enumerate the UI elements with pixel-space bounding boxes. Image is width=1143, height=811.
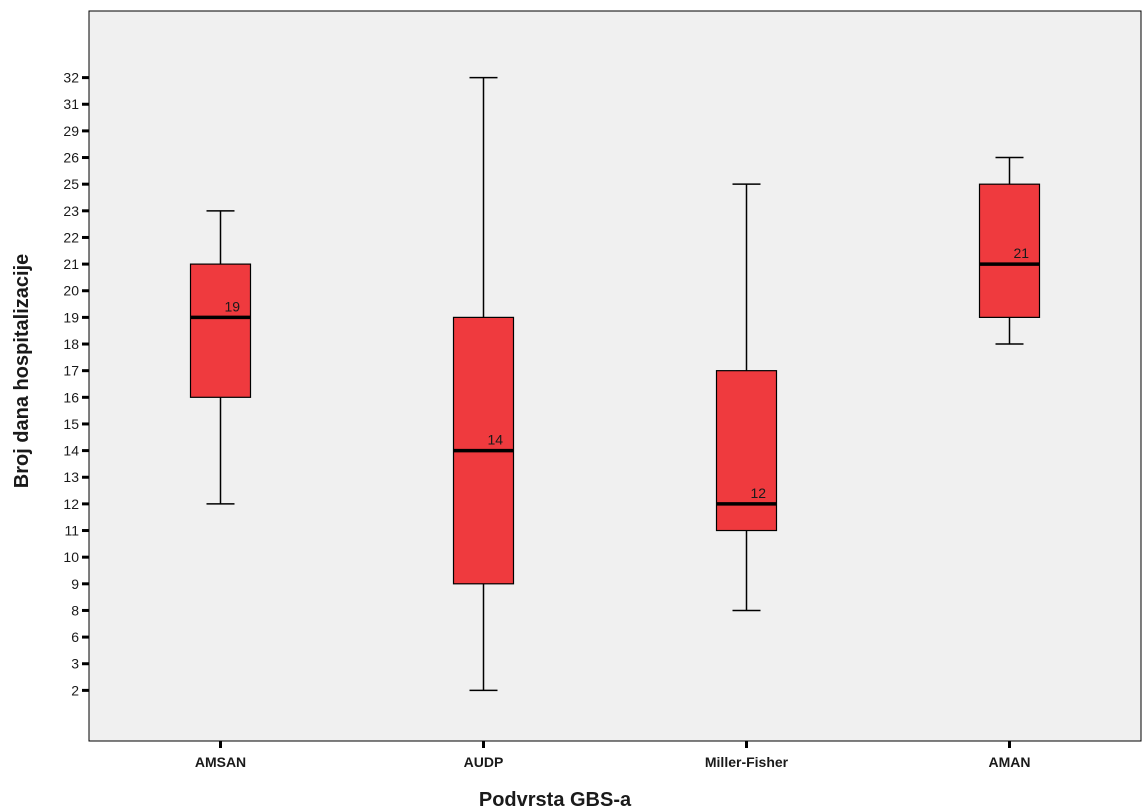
y-axis: 2368910111213141516171819202122232526293… <box>63 70 89 698</box>
y-tick-label: 6 <box>71 629 79 645</box>
y-tick-label: 23 <box>63 203 79 219</box>
y-tick-label: 14 <box>63 443 79 459</box>
y-tick-label: 13 <box>63 469 79 485</box>
y-tick-label: 11 <box>64 523 79 539</box>
x-axis-title: Podvrsta GBS-a <box>479 789 632 811</box>
y-tick-label: 18 <box>63 336 79 352</box>
y-tick-label: 8 <box>71 602 79 618</box>
box-audp: 14 <box>452 76 515 692</box>
y-tick-label: 29 <box>63 123 79 139</box>
x-tick-label: AMSAN <box>195 754 246 770</box>
y-tick-label: 2 <box>71 682 79 698</box>
y-tick-label: 10 <box>63 549 79 565</box>
box-miller-fisher: 12 <box>715 183 778 612</box>
median-label: 14 <box>488 432 504 448</box>
iqr-box <box>978 183 1041 318</box>
y-tick-label: 25 <box>63 176 79 192</box>
plot-area <box>88 10 1142 742</box>
y-tick-label: 17 <box>63 363 79 379</box>
y-tick-label: 22 <box>63 229 79 245</box>
x-tick-label: AMAN <box>989 754 1031 770</box>
iqr-box <box>189 263 252 398</box>
box-amsan: 19 <box>189 210 252 505</box>
boxes: 19 14 12 21 <box>189 76 1041 692</box>
box-aman: 21 <box>978 156 1041 345</box>
y-tick-label: 31 <box>63 96 79 112</box>
y-axis-title: Broj dana hospitalizacije <box>11 254 33 489</box>
median-label: 21 <box>1014 245 1030 261</box>
x-tick-label: AUDP <box>464 754 504 770</box>
y-tick-label: 20 <box>63 283 79 299</box>
y-tick-label: 3 <box>71 656 79 672</box>
y-tick-label: 26 <box>63 150 79 166</box>
x-axis: AMSAN AUDP Miller-Fisher AMAN <box>195 741 1031 770</box>
y-tick-label: 12 <box>63 496 79 512</box>
y-tick-label: 21 <box>63 256 79 272</box>
y-tick-label: 16 <box>63 389 79 405</box>
y-tick-label: 9 <box>71 576 79 592</box>
median-label: 12 <box>751 485 767 501</box>
iqr-box <box>715 370 778 532</box>
y-tick-label: 19 <box>63 309 79 325</box>
median-label: 19 <box>225 298 241 314</box>
y-tick-label: 15 <box>63 416 79 432</box>
x-tick-label: Miller-Fisher <box>705 754 789 770</box>
y-tick-label: 32 <box>63 70 79 86</box>
